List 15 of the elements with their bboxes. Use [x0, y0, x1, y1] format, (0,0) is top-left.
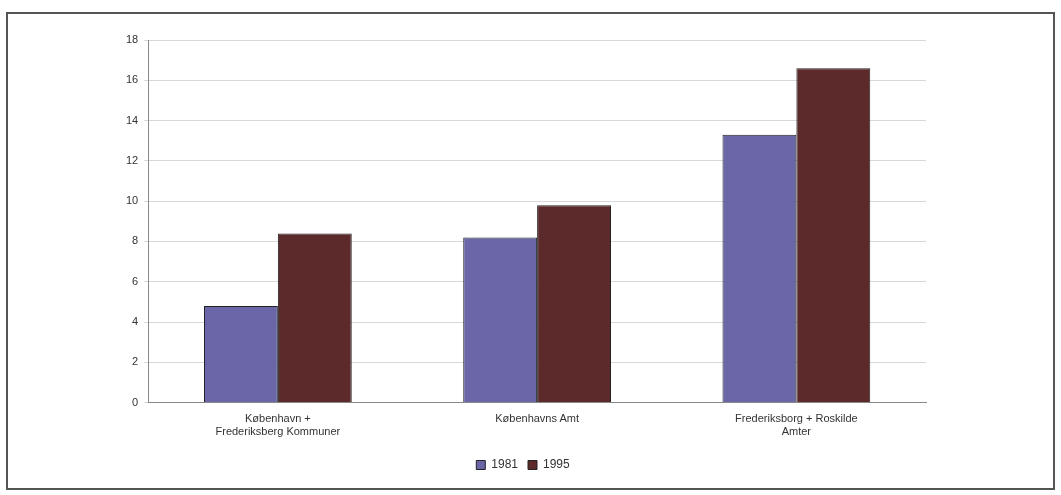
y-tick-label: 0 — [132, 395, 139, 408]
y-tick-label: 16 — [125, 73, 139, 86]
y-tick-label: 4 — [132, 315, 139, 328]
y-tick-label: 12 — [125, 153, 139, 166]
y-tick-label: 6 — [132, 274, 139, 287]
y-tick-label: 2 — [132, 355, 139, 368]
x-tick-label: Københavns Amt — [495, 412, 580, 425]
y-tick-label: 8 — [132, 234, 139, 247]
y-tick-label: 10 — [125, 194, 139, 207]
x-tick-label: Frederiksborg + Roskilde Amter — [735, 412, 858, 438]
y-tick-label: 18 — [125, 33, 139, 46]
x-tick-label: København + Frederiksberg Kommuner — [215, 412, 341, 438]
legend-label: 1981 — [491, 457, 519, 472]
y-tick-label: 14 — [125, 113, 139, 126]
legend-label: 1995 — [543, 457, 571, 472]
